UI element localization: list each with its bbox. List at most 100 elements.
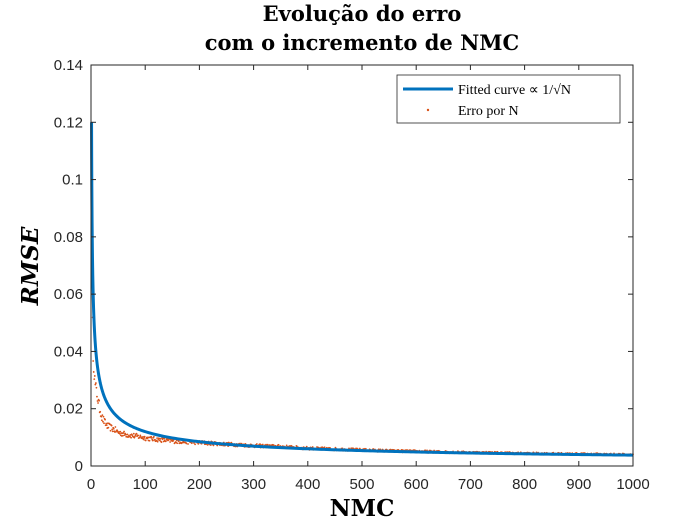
scatter-point: [132, 432, 135, 435]
scatter-point: [194, 443, 196, 446]
scatter-point: [143, 435, 146, 438]
scatter-point: [114, 426, 117, 428]
scatter-point: [135, 432, 138, 435]
scatter-point: [177, 440, 180, 443]
scatter-point: [164, 440, 167, 443]
scatter-point: [92, 360, 95, 362]
x-axis-label: NMC: [330, 495, 395, 522]
x-tick-label: 200: [187, 476, 212, 493]
scatter-point: [152, 435, 155, 438]
scatter-point: [98, 399, 101, 402]
x-axis-ticks: 0 100 200 300 400 500 600 700 800 900 1000: [87, 65, 650, 493]
x-tick-label: 1000: [616, 476, 649, 493]
y-tick-label: 0.1: [62, 172, 83, 189]
scatter-point: [105, 424, 108, 427]
legend-fit-label: Fitted curve ∝ 1/√N: [458, 83, 571, 98]
scatter-point: [139, 435, 142, 438]
fitted-curve-line: [90, 122, 634, 457]
scatter-point: [109, 429, 112, 432]
scatter-point: [148, 439, 151, 442]
scatter-point: [305, 445, 308, 448]
scatter-point: [206, 443, 209, 446]
scatter-point: [124, 433, 127, 436]
y-tick-label: 0.08: [54, 229, 83, 246]
scatter-point: [107, 426, 110, 429]
scatter-point: [272, 444, 275, 446]
scatter-point: [100, 419, 103, 422]
scatter-point: [285, 444, 288, 447]
y-tick-label: 0.12: [54, 114, 83, 131]
scatter-point: [187, 443, 189, 445]
x-tick-label: 500: [349, 476, 374, 493]
scatter-point: [159, 438, 162, 440]
scatter-point: [169, 441, 172, 443]
scatter-point: [154, 438, 156, 441]
scatter-point: [139, 434, 142, 437]
scatter-point: [364, 447, 367, 450]
scatter-point: [323, 446, 326, 449]
y-tick-label: 0.06: [54, 286, 83, 303]
scatter-point: [185, 442, 188, 445]
scatter-point: [101, 414, 104, 417]
scatter-point: [97, 402, 99, 404]
scatter-point: [110, 424, 113, 427]
chart-title-line-1: Evolução do erro: [263, 1, 462, 26]
x-tick-label: 900: [566, 476, 591, 493]
scatter-point: [95, 386, 98, 389]
legend-scatter-swatch: [426, 108, 430, 112]
scatter-point: [105, 422, 108, 425]
scatter-point: [212, 444, 215, 447]
scatter-point: [144, 439, 147, 442]
scatter-point: [277, 443, 280, 446]
scatter-point: [94, 383, 97, 386]
scatter-point: [112, 427, 115, 430]
scatter-point: [92, 371, 95, 373]
scatter-point: [209, 444, 212, 446]
scatter-point: [103, 422, 105, 425]
x-tick-label: 800: [512, 476, 537, 493]
scatter-point: [102, 415, 105, 418]
scatter-point: [142, 435, 144, 438]
scatter-point: [122, 432, 125, 434]
scatter-point: [126, 433, 129, 436]
legend: Fitted curve ∝ 1/√N Erro por N: [396, 74, 621, 124]
x-tick-label: 0: [87, 476, 95, 493]
x-tick-label: 100: [133, 476, 158, 493]
chart-title-line-2: com o incremento de NMC: [205, 30, 519, 55]
scatter-point: [96, 395, 98, 398]
scatter-point: [130, 436, 133, 439]
scatter-point: [155, 439, 158, 442]
scatter-point: [266, 443, 269, 446]
x-tick-label: 400: [295, 476, 320, 493]
scatter-point: [156, 440, 159, 443]
scatter-point: [96, 400, 99, 402]
y-tick-label: 0.14: [54, 57, 83, 74]
scatter-point: [118, 432, 121, 435]
scatter-point: [111, 428, 114, 431]
scatter-point: [142, 438, 145, 441]
scatter-point: [93, 378, 96, 381]
scatter-point: [99, 410, 102, 413]
scatter-point: [176, 442, 179, 445]
x-tick-label: 600: [404, 476, 429, 493]
scatter-point: [190, 442, 193, 445]
scatter-point: [160, 441, 163, 444]
scatter-point: [93, 375, 96, 377]
plot-area: [91, 65, 633, 466]
scatter-point: [197, 443, 200, 445]
y-tick-label: 0: [75, 458, 83, 475]
scatter-point: [100, 415, 103, 418]
scatter-point: [268, 444, 271, 446]
scatter-point: [137, 434, 140, 437]
x-tick-label: 700: [458, 476, 483, 493]
y-tick-label: 0.04: [54, 343, 83, 360]
scatter-point: [94, 382, 97, 384]
scatter-point: [122, 434, 124, 437]
legend-scatter-label: Erro por N: [458, 104, 519, 119]
scatter-point: [123, 430, 125, 433]
y-tick-label: 0.02: [54, 401, 83, 418]
scatter-point: [119, 430, 122, 433]
scatter-point: [102, 420, 104, 423]
y-axis-ticks: 0 0.02 0.04 0.06 0.08 0.1 0.12 0.14: [54, 57, 633, 475]
scatter-point: [104, 418, 106, 421]
